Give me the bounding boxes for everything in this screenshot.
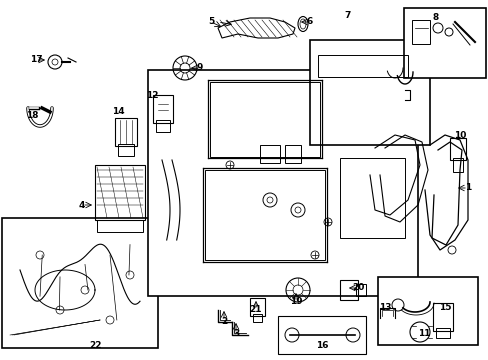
Text: 5: 5 (207, 18, 214, 27)
Bar (95, 165, 145, 220)
Text: 10: 10 (453, 130, 465, 139)
Text: 1: 1 (464, 184, 470, 193)
Bar (97, 220, 142, 232)
Bar (118, 144, 134, 156)
Text: 19: 19 (289, 297, 302, 306)
Text: 8: 8 (432, 13, 438, 22)
Bar (156, 120, 170, 132)
Bar (204, 170, 325, 260)
Bar (285, 145, 301, 163)
Text: 13: 13 (378, 302, 390, 311)
Text: 11: 11 (417, 328, 429, 338)
Bar (153, 95, 173, 123)
Bar (260, 145, 280, 163)
Text: 21: 21 (249, 306, 262, 315)
Text: 6: 6 (306, 18, 312, 27)
Text: 16: 16 (315, 342, 327, 351)
Text: 4: 4 (79, 201, 85, 210)
Bar (449, 138, 465, 160)
Bar (252, 314, 262, 322)
Bar (403, 8, 485, 78)
Text: 14: 14 (111, 108, 124, 117)
Bar (435, 328, 449, 338)
Text: 15: 15 (438, 302, 450, 311)
Text: 22: 22 (90, 342, 102, 351)
Bar (2, 218, 158, 348)
Text: 12: 12 (145, 90, 158, 99)
Bar (452, 158, 462, 172)
Bar (339, 280, 357, 300)
Bar (309, 40, 429, 145)
Text: 3: 3 (232, 329, 239, 338)
Text: 7: 7 (344, 12, 350, 21)
Bar (209, 82, 319, 157)
Bar (115, 118, 137, 146)
Bar (355, 284, 365, 296)
Bar (432, 303, 452, 331)
Text: 20: 20 (351, 284, 364, 292)
Bar (317, 55, 407, 77)
Bar (339, 158, 404, 238)
Text: 2: 2 (221, 316, 226, 325)
Bar (249, 298, 264, 316)
Text: 18: 18 (26, 111, 38, 120)
Bar (377, 277, 477, 345)
Bar (148, 70, 417, 296)
Bar (411, 20, 429, 44)
Bar (278, 316, 365, 354)
Text: 17: 17 (30, 55, 42, 64)
Text: 9: 9 (196, 63, 203, 72)
